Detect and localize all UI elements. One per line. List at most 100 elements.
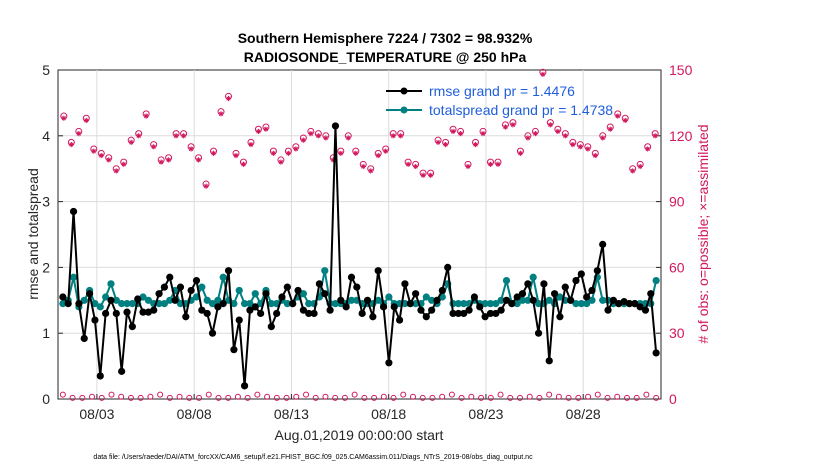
rmse-point bbox=[561, 283, 569, 291]
rmse-point bbox=[518, 290, 527, 298]
rmse-point bbox=[139, 308, 147, 316]
rmse-point bbox=[310, 309, 318, 318]
totalspread-point bbox=[577, 299, 585, 308]
totalspread-point bbox=[299, 290, 307, 298]
obs-low-possible-marker bbox=[273, 394, 280, 401]
rmse-point bbox=[305, 309, 313, 318]
y-left-tick-label: 5 bbox=[42, 62, 50, 78]
obs-low-possible-marker bbox=[643, 391, 650, 398]
x-axis-ticks: 08/03 08/08 08/13 08/18 08/23 08/28 bbox=[79, 394, 601, 422]
rmse-point bbox=[417, 306, 425, 314]
totalspread-point bbox=[144, 296, 152, 304]
rmse-point bbox=[102, 309, 110, 318]
rmse-point bbox=[331, 122, 340, 130]
obs-low-possible-marker bbox=[254, 391, 261, 398]
obs-assimilated-marker bbox=[360, 163, 366, 170]
obs-low-possible-marker bbox=[157, 391, 164, 398]
totalspread-point bbox=[240, 299, 249, 308]
rmse-point bbox=[390, 303, 398, 311]
rmse-point bbox=[556, 313, 564, 321]
obs-low-possible-marker bbox=[196, 394, 203, 401]
rmse-point bbox=[604, 306, 612, 314]
plot-area bbox=[57, 69, 662, 400]
obs-assimilated-marker bbox=[547, 122, 553, 128]
rmse-point bbox=[214, 303, 222, 311]
y-axis-right-ticks: 0 30 60 90 120 150 bbox=[656, 62, 693, 407]
totalspread-point bbox=[251, 290, 259, 298]
totalspread-point bbox=[652, 276, 660, 285]
rmse-point bbox=[150, 306, 158, 314]
obs-low-possible-marker bbox=[478, 394, 485, 401]
rmse-point bbox=[545, 357, 553, 365]
obs-assimilated-marker bbox=[457, 131, 464, 137]
y-right-tick-label: 120 bbox=[669, 128, 693, 144]
obs-low-possible-marker bbox=[614, 393, 621, 400]
obs-assimilated-marker bbox=[480, 131, 486, 137]
rmse-point bbox=[176, 283, 185, 291]
obs-assimilated-marker bbox=[435, 139, 441, 145]
totalspread-point bbox=[91, 299, 99, 308]
rmse-point bbox=[198, 306, 206, 314]
rmse-point bbox=[75, 299, 83, 308]
obs-assimilated-marker bbox=[285, 150, 291, 156]
totalspread-point bbox=[59, 299, 67, 308]
legend-spread-marker bbox=[400, 106, 408, 114]
totalspread-point bbox=[529, 273, 537, 281]
totalspread-point bbox=[321, 267, 329, 275]
y-right-tick-label: 30 bbox=[669, 325, 685, 341]
x-tick-label: 08/08 bbox=[177, 406, 212, 422]
obs-assimilated-marker bbox=[338, 150, 344, 156]
obs-low-possible-marker bbox=[332, 394, 339, 401]
obs-low-possible-marker bbox=[487, 394, 494, 401]
rmse-point bbox=[160, 283, 169, 291]
rmse-point bbox=[182, 313, 190, 321]
y-right-tick-label: 60 bbox=[669, 259, 685, 275]
legend-spread-label: totalspread grand pr = 1.4738 bbox=[429, 102, 613, 118]
rmse-point bbox=[267, 323, 275, 331]
totalspread-point bbox=[102, 293, 110, 301]
totalspread-point bbox=[486, 299, 495, 308]
rmse-point bbox=[454, 309, 462, 318]
obs-assimilated-marker bbox=[487, 161, 494, 167]
rmse-point bbox=[567, 296, 575, 304]
totalspread-point bbox=[219, 273, 227, 281]
obs-low-possible-marker bbox=[575, 394, 582, 401]
totalspread-point bbox=[235, 286, 243, 295]
rmse-point bbox=[363, 296, 372, 304]
rmse-point bbox=[315, 280, 324, 288]
totalspread-point bbox=[305, 299, 313, 308]
rmse-point bbox=[374, 267, 382, 275]
obs-assimilated-marker bbox=[263, 126, 269, 132]
obs-assimilated-marker bbox=[600, 135, 606, 141]
obs-low-possible-marker bbox=[351, 391, 358, 398]
obs-low-possible-marker bbox=[458, 394, 465, 401]
obs-assimilated-marker bbox=[278, 159, 284, 165]
y-axis-left-ticks: 0 1 2 3 4 5 bbox=[42, 62, 63, 407]
totalspread-point bbox=[524, 296, 532, 304]
totalspread-point bbox=[246, 299, 254, 308]
obs-low-possible-marker bbox=[497, 391, 504, 398]
rmse-point bbox=[593, 267, 601, 275]
obs-assimilated-marker bbox=[645, 146, 651, 152]
obs-assimilated-marker bbox=[68, 141, 74, 148]
y-right-tick-label: 0 bbox=[669, 391, 677, 407]
x-tick-label: 08/13 bbox=[274, 406, 309, 422]
obs-low-possible-marker bbox=[341, 394, 348, 401]
rmse-point bbox=[470, 293, 479, 301]
obs-assimilated-marker bbox=[255, 128, 262, 135]
obs-assimilated-marker bbox=[450, 128, 456, 135]
rmse-point bbox=[273, 309, 281, 318]
rmse-point bbox=[599, 240, 607, 248]
obs-low-possible-marker bbox=[380, 393, 387, 400]
obs-assimilated-marker bbox=[121, 161, 127, 167]
rmse-point bbox=[513, 293, 521, 301]
obs-assimilated-marker bbox=[308, 131, 314, 137]
rmse-line bbox=[62, 125, 658, 386]
rmse-point bbox=[80, 334, 88, 343]
obs-assimilated-marker bbox=[532, 131, 539, 137]
rmse-point bbox=[401, 280, 409, 288]
totalspread-point bbox=[534, 299, 543, 308]
rmse-point bbox=[59, 293, 67, 301]
totalspread-point bbox=[166, 296, 174, 304]
obs-low-possible-marker bbox=[526, 393, 533, 400]
